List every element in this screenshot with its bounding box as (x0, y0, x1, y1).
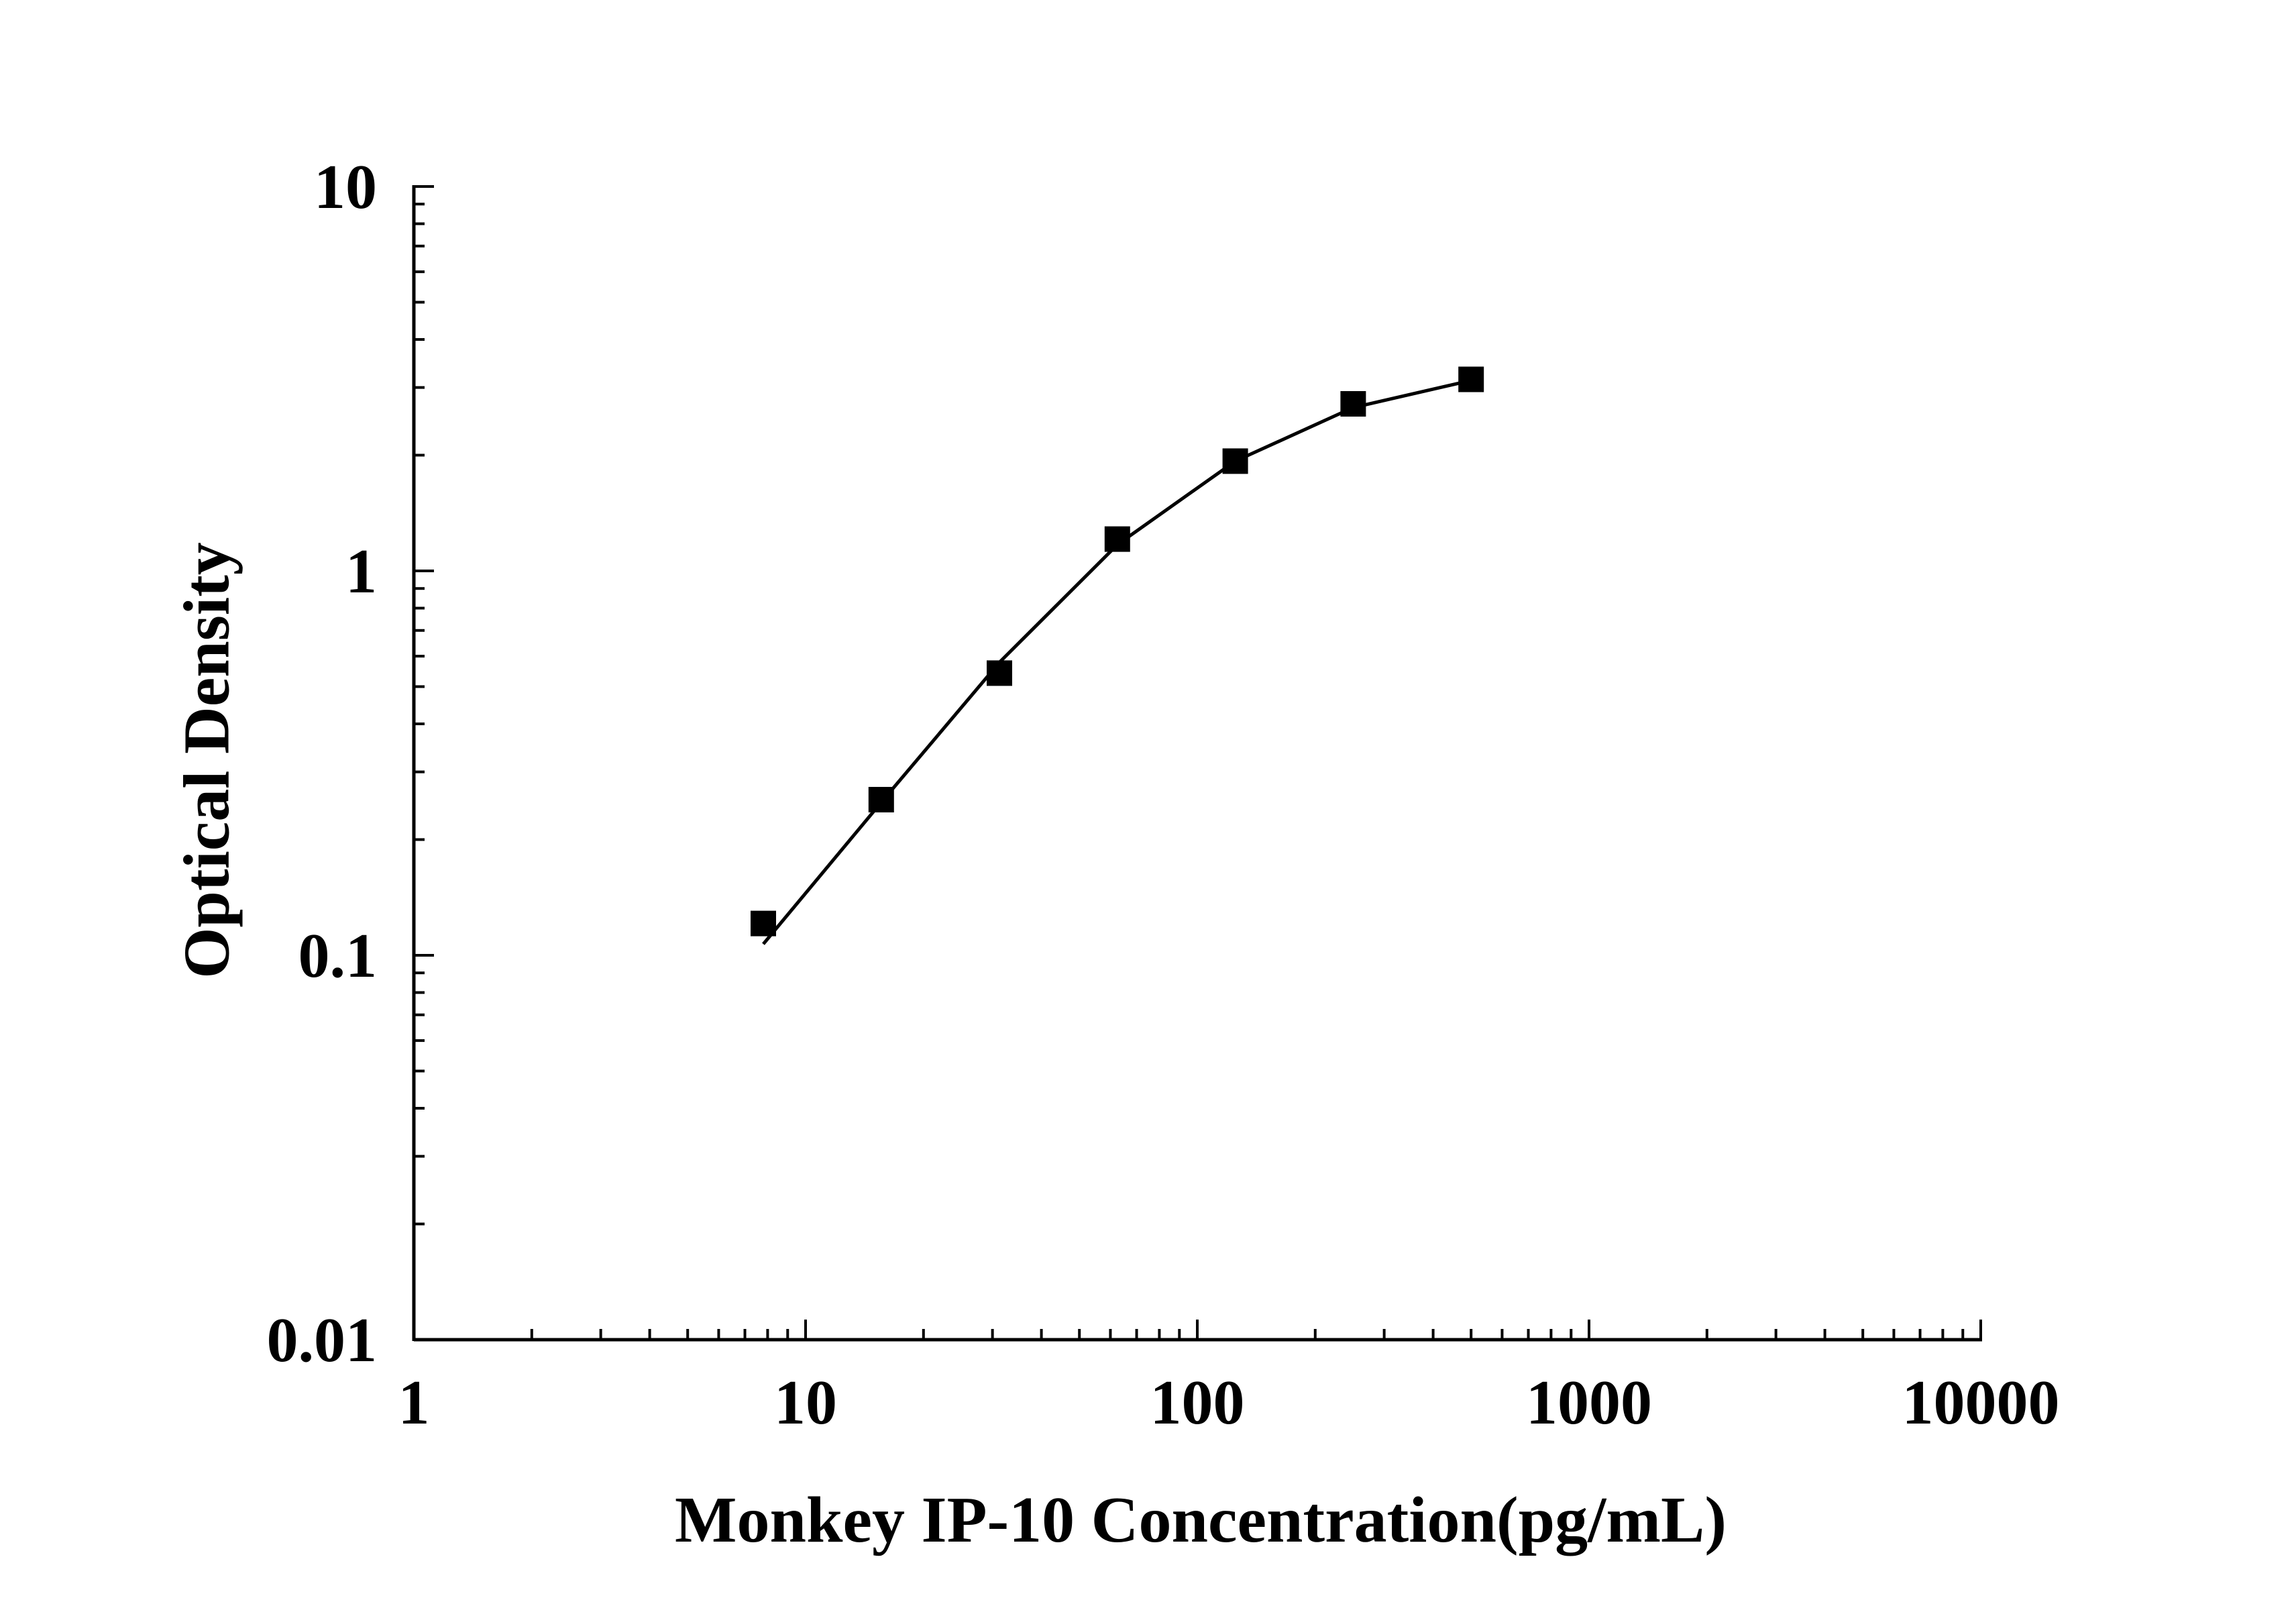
fit-curve-layer (762, 378, 1472, 945)
x-tick-label: 1 (398, 1368, 430, 1438)
tick-labels: 1 10 100 1000 10000 0.01 0.1 1 10 (267, 152, 2060, 1438)
data-point (1104, 526, 1130, 552)
x-tick-label: 10000 (1902, 1368, 2060, 1438)
y-tick-label: 0.1 (298, 921, 378, 991)
data-point (1458, 366, 1484, 392)
x-tick-label: 100 (1150, 1368, 1245, 1438)
data-point (1340, 391, 1366, 417)
y-tick-label: 10 (314, 152, 377, 222)
y-axis-title: Optical Density (170, 542, 243, 979)
x-axis-title: Monkey IP-10 Concentration(pg/mL) (675, 1484, 1727, 1556)
x-tick-label: 10 (774, 1368, 837, 1438)
data-point (751, 910, 776, 937)
data-points (751, 366, 1484, 937)
y-tick-label: 0.01 (267, 1305, 378, 1375)
data-point (987, 660, 1012, 686)
data-point (1222, 448, 1248, 474)
data-point (868, 787, 894, 812)
y-tick-label: 1 (345, 537, 377, 606)
fit-curve (762, 378, 1472, 945)
x-tick-label: 1000 (1526, 1368, 1652, 1438)
axes (412, 185, 1982, 1342)
